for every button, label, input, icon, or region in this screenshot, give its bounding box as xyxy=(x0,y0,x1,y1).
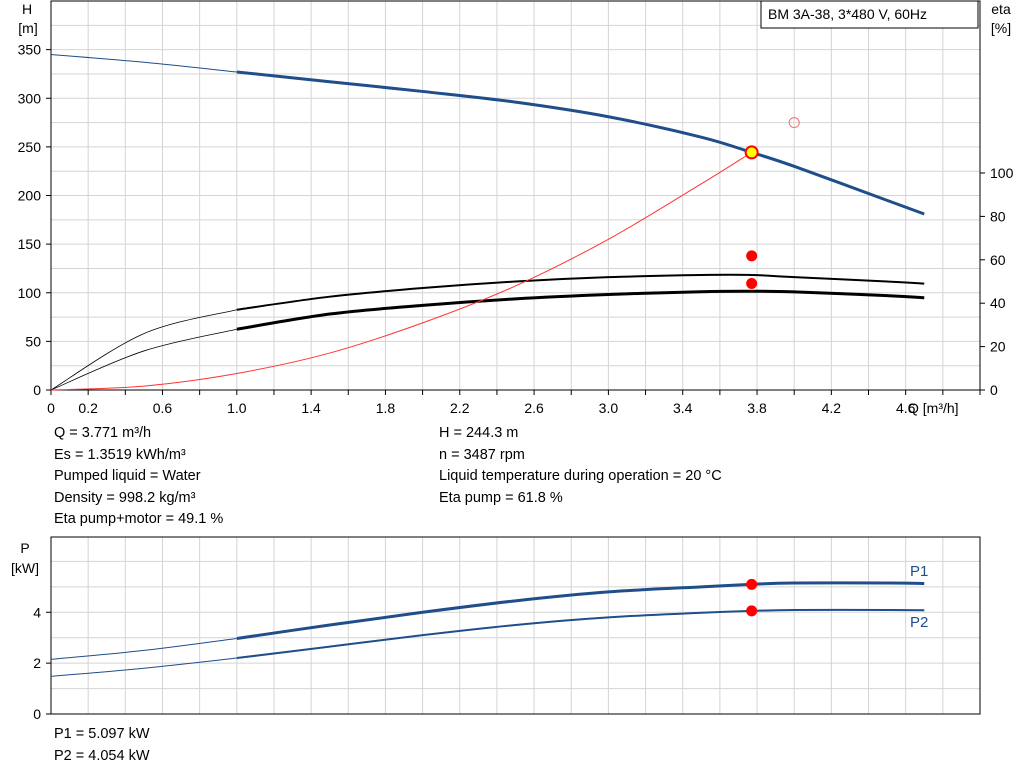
info-head: H = 244.3 m xyxy=(439,425,519,441)
info-energy: Es = 1.3519 kWh/m³ xyxy=(54,446,186,463)
x-axis-label: Q [m³/h] xyxy=(908,400,959,416)
info-flow: Q = 3.771 m³/h xyxy=(54,425,152,441)
x-tick-label: 1.8 xyxy=(376,400,396,416)
y-tick-label: 350 xyxy=(18,42,42,58)
x-tick-label: 3.0 xyxy=(599,400,619,416)
eta-pump-curve-extension xyxy=(50,309,237,391)
y-axis-unit: [m] xyxy=(18,20,37,36)
y2-tick-label: 100 xyxy=(990,165,1014,181)
head-curve-extension xyxy=(50,53,237,73)
info-p1: P1 = 5.097 kW xyxy=(54,726,150,742)
p2-curve xyxy=(236,608,925,660)
x-tick-label: 1.0 xyxy=(227,400,247,416)
y2-tick-label: 0 xyxy=(990,382,998,398)
y-tick-label: 100 xyxy=(18,285,42,301)
eta-total-curve xyxy=(236,289,925,331)
p-axis-label: P xyxy=(20,540,29,556)
power-point-marker xyxy=(746,578,758,590)
eta-point-marker xyxy=(746,277,758,289)
x-tick-label: 1.4 xyxy=(301,400,321,416)
eta-point-marker xyxy=(746,250,758,262)
p-y-tick-label: 2 xyxy=(33,655,41,671)
info-liquid: Pumped liquid = Water xyxy=(54,468,201,484)
p1-curve xyxy=(236,581,925,640)
x-tick-label: 0.6 xyxy=(153,400,173,416)
p2-curve-extension xyxy=(50,657,237,677)
power-info: P1 = 5.097 kW P2 = 4.054 kW xyxy=(54,724,150,767)
p-y-tick-label: 4 xyxy=(33,604,41,620)
y-tick-label: 200 xyxy=(18,188,42,204)
y2-tick-label: 40 xyxy=(990,295,1006,311)
x-tick-label: 2.2 xyxy=(450,400,470,416)
eta-pump-curve xyxy=(236,273,925,311)
y2-axis-label: eta xyxy=(991,1,1011,17)
info-eta-pump: Eta pump = 61.8 % xyxy=(439,489,563,506)
p1-curve-extension xyxy=(50,637,237,660)
title-box xyxy=(760,0,979,29)
x-tick-label: 4.2 xyxy=(822,400,842,416)
y-tick-label: 50 xyxy=(25,333,41,349)
info-density: Density = 998.2 kg/m³ xyxy=(54,489,196,506)
y-tick-label: 300 xyxy=(18,90,42,106)
y2-tick-label: 20 xyxy=(990,339,1006,355)
info-p2: P2 = 4.054 kW xyxy=(54,747,150,764)
duty-info-left: Q = 3.771 m³/h Es = 1.3519 kWh/m³ Pumped… xyxy=(54,423,223,531)
system-curve xyxy=(50,151,752,391)
y-tick-label: 250 xyxy=(18,139,42,155)
head-curve xyxy=(236,70,925,216)
p-y-tick-label: 0 xyxy=(33,706,41,722)
duty-point-marker xyxy=(744,145,759,160)
x-tick-label: 4.6 xyxy=(896,400,916,416)
duty-info-right: H = 244.3 m n = 3487 rpm Liquid temperat… xyxy=(439,423,722,509)
y-axis-label: H xyxy=(22,1,32,17)
info-eta-pump-motor: Eta pump+motor = 49.1 % xyxy=(54,511,224,527)
info-liquid-temperature: Liquid temperature during operation = 20… xyxy=(439,468,722,484)
y2-tick-label: 60 xyxy=(990,252,1006,268)
y-tick-label: 0 xyxy=(33,382,41,398)
info-speed: n = 3487 rpm xyxy=(439,446,525,463)
requested-point-marker xyxy=(788,117,800,129)
y-tick-label: 150 xyxy=(18,236,42,252)
power-point-marker xyxy=(746,605,758,617)
eta-total-curve-extension xyxy=(50,328,237,391)
chart-title: BM 3A-38, 3*480 V, 60Hz xyxy=(768,6,927,22)
x-tick-label: 0.2 xyxy=(78,400,98,416)
p1-series-label: P1 xyxy=(910,563,928,580)
y2-tick-label: 80 xyxy=(990,208,1006,224)
x-tick-label: 0 xyxy=(47,400,55,416)
x-tick-label: 2.6 xyxy=(524,400,544,416)
x-tick-label: 3.8 xyxy=(747,400,767,416)
y2-axis-unit: [%] xyxy=(991,20,1011,36)
p2-series-label: P2 xyxy=(910,614,928,631)
bottom-plot-frame xyxy=(50,536,981,715)
x-tick-label: 3.4 xyxy=(673,400,693,416)
p-axis-unit: [kW] xyxy=(11,560,39,576)
